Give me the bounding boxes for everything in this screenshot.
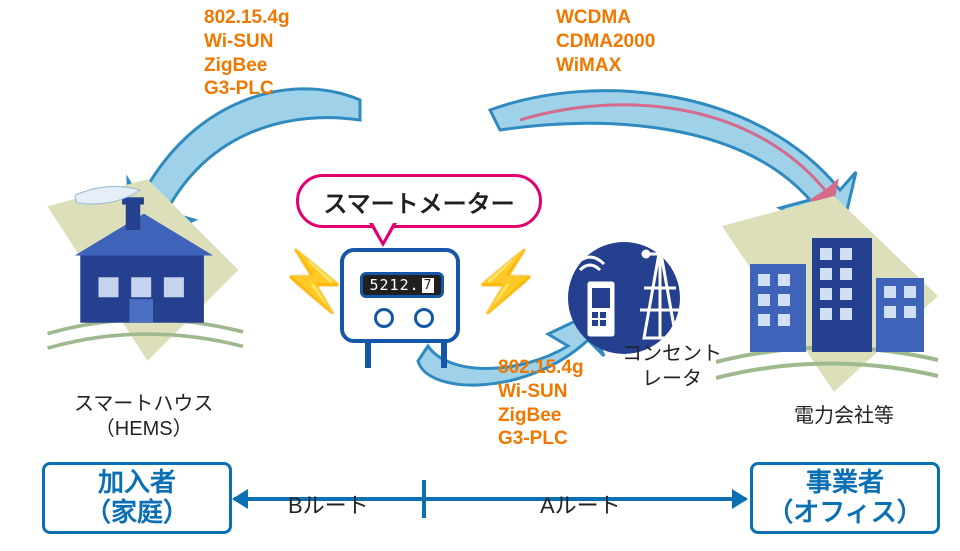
route-b-label: Bルート (288, 488, 369, 520)
meter-reading-tail: 7 (422, 278, 435, 293)
protocols-right: WCDMA CDMA2000 WiMAX (556, 6, 655, 77)
smart-meter-callout-label: スマートメーター (323, 184, 514, 219)
house-scene (28, 170, 258, 370)
meter-reading: 5212. 7 (360, 272, 444, 298)
route-operator-box: 事業者 （オフィス） (750, 462, 940, 534)
route-subscriber-box: 加入者 （家庭） (42, 462, 232, 534)
concentrator (564, 228, 714, 358)
route-midpoint (422, 480, 426, 518)
utility-scene (706, 186, 946, 396)
caption-utility: 電力会社等 (794, 404, 894, 429)
caption-house: スマートハウス （HEMS） (74, 392, 213, 442)
bolt-right-icon: ⚡ (470, 248, 542, 316)
smart-meter-callout: スマートメーター (296, 174, 542, 228)
protocols-lower: 802.15.4g Wi-SUN ZigBee G3-PLC (498, 356, 584, 451)
route-a-label: Aルート (540, 488, 621, 520)
smart-meter: 5212. 7 (340, 248, 460, 368)
protocols-left: 802.15.4g Wi-SUN ZigBee G3-PLC (204, 6, 290, 101)
caption-concentrator: コンセント レータ (622, 342, 722, 392)
meter-reading-main: 5212. (370, 276, 420, 294)
bolt-left-icon: ⚡ (278, 248, 350, 316)
diagram-stage: スマートメーター 5212. 7 ⚡ ⚡ (0, 0, 960, 551)
